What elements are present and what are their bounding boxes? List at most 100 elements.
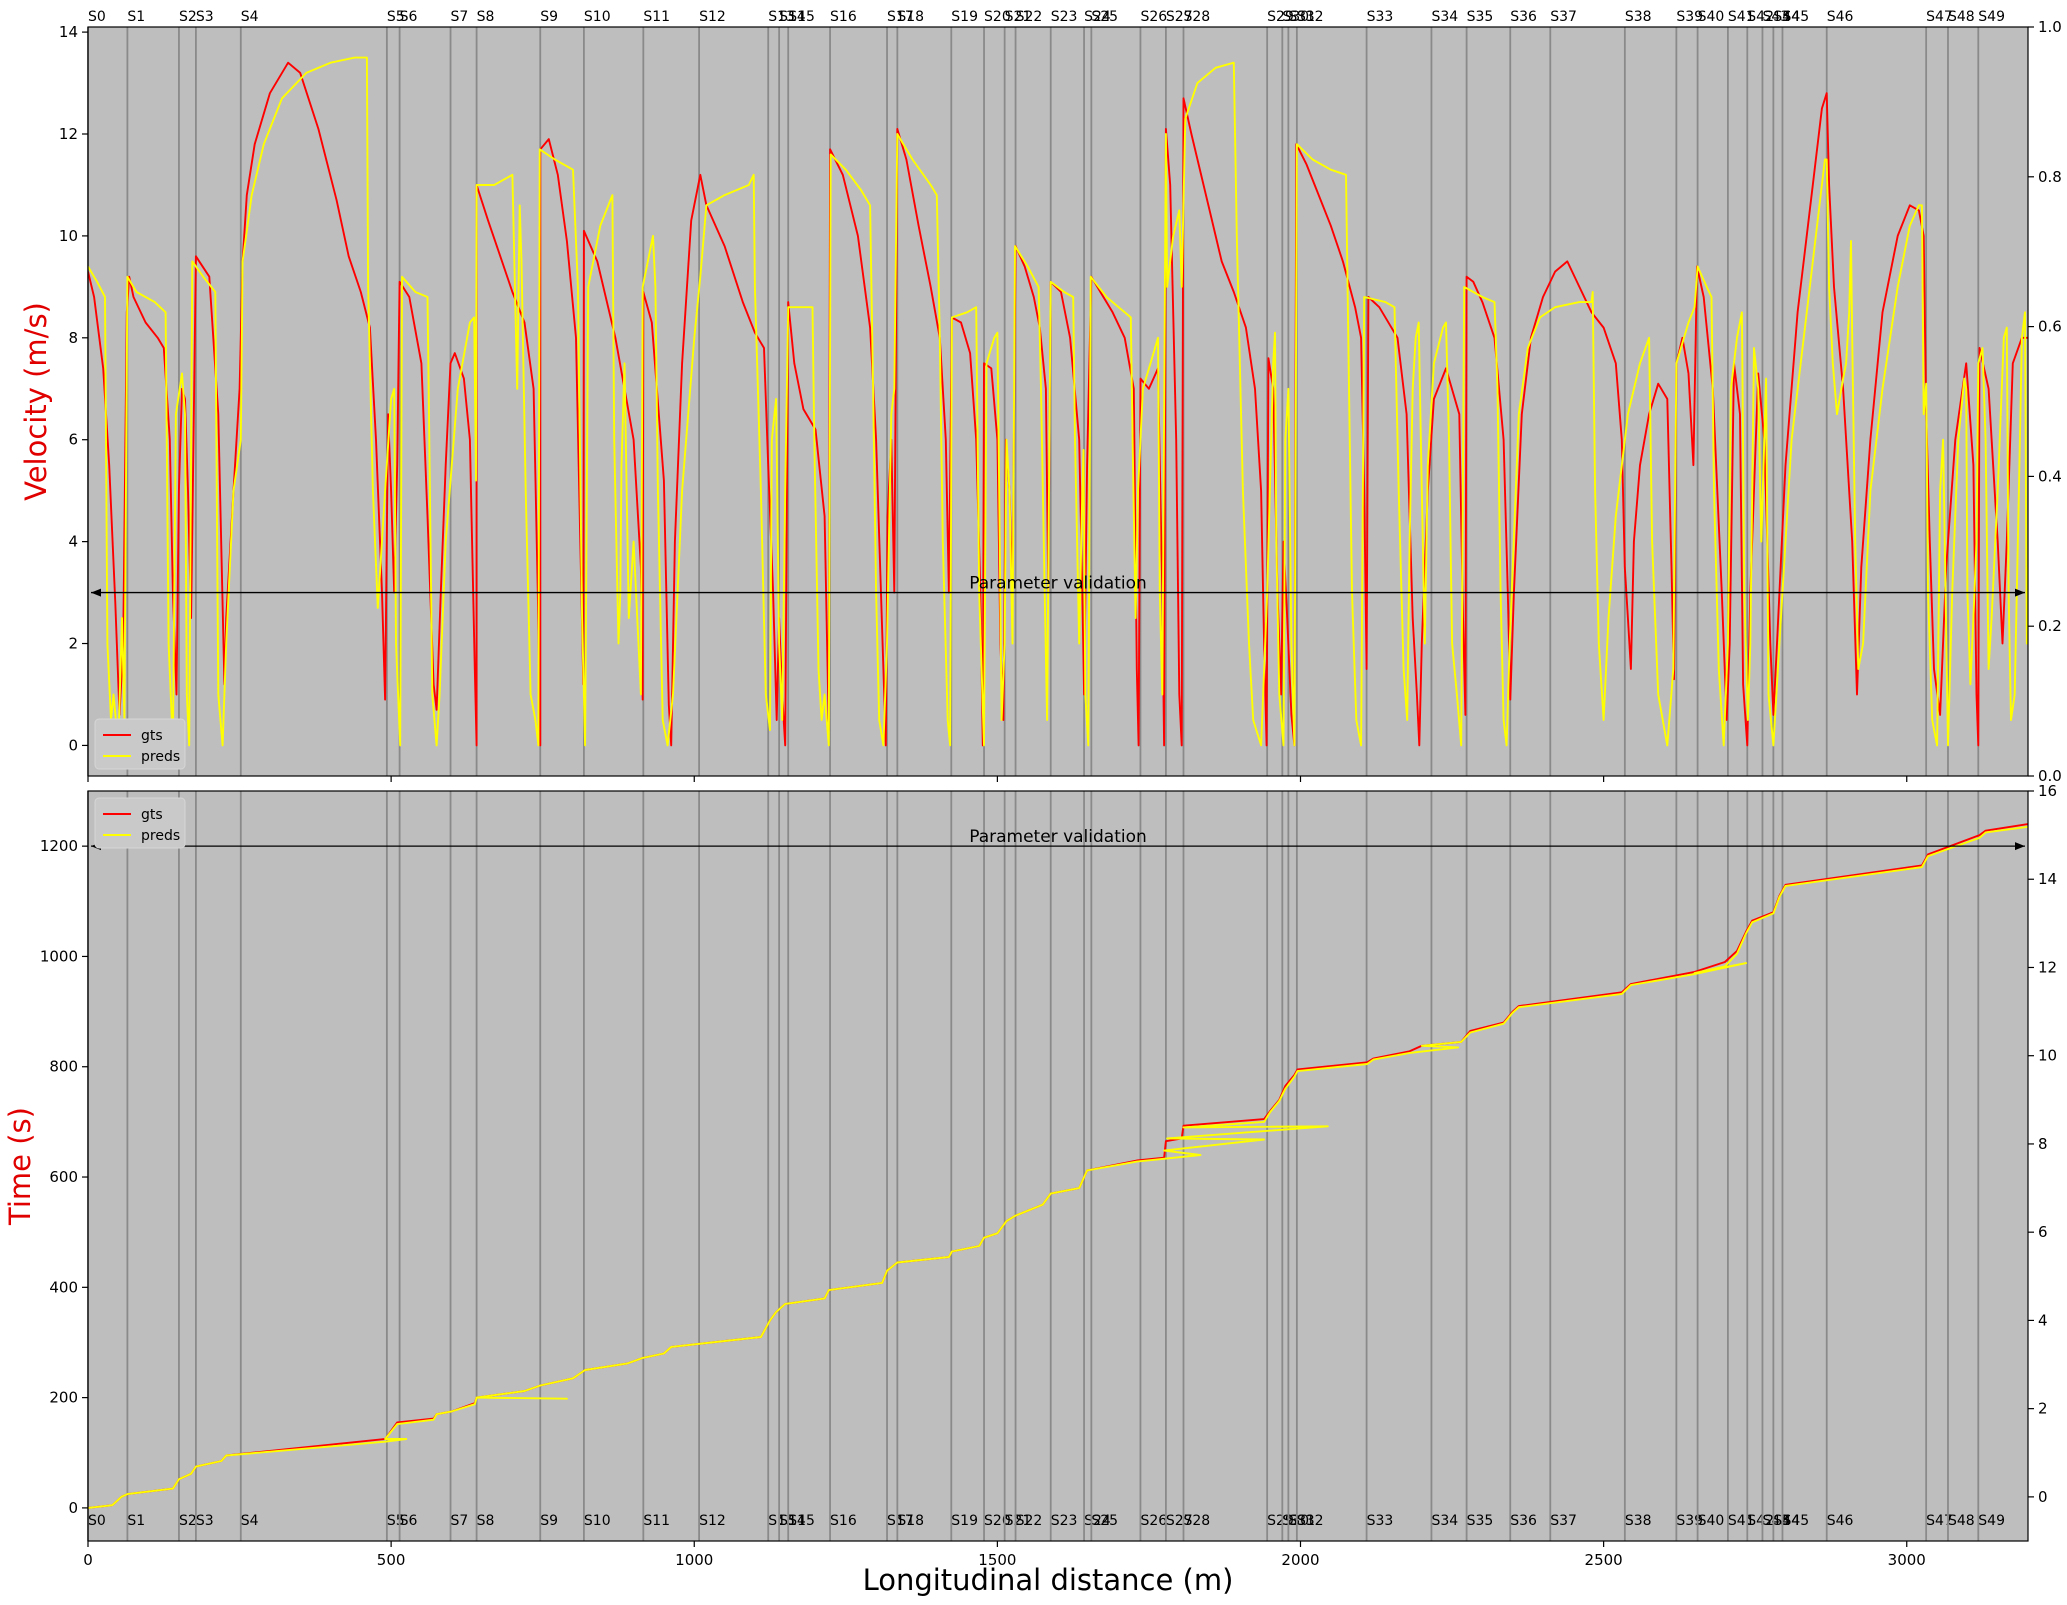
y-tick-label: 800 (49, 1058, 78, 1076)
station-label: S34 (1431, 1513, 1458, 1529)
station-label: S22 (1016, 9, 1043, 25)
station-label: S45 (1782, 1513, 1809, 1529)
station-label: S40 (1698, 9, 1725, 25)
station-label: S1 (127, 1513, 145, 1529)
y-tick-label: 14 (59, 23, 78, 41)
plot-frame (87, 26, 2029, 777)
series-preds-line (88, 56, 2028, 747)
station-label: S33 (1367, 1513, 1394, 1529)
y2-tick-label: 0.2 (2038, 617, 2062, 635)
legend: gts preds (94, 797, 186, 849)
station-label: S12 (699, 1513, 726, 1529)
station-label: S6 (400, 9, 418, 25)
station-label: S9 (540, 9, 558, 25)
y-tick-label: 6 (68, 431, 78, 449)
series-group (88, 56, 2028, 747)
x-tick-label: 1500 (978, 1551, 1016, 1569)
y-tick-label: 8 (68, 329, 78, 347)
annotation-label: Parameter validation (969, 574, 1147, 594)
station-label: S0 (88, 1513, 106, 1529)
y2-tick-label: 6 (2038, 1223, 2048, 1241)
series-preds-line (88, 825, 2028, 1509)
station-label: S8 (477, 9, 495, 25)
station-label: S32 (1297, 1513, 1324, 1529)
annotation-label: Parameter validation (969, 827, 1147, 847)
station-label: S24 (1084, 9, 1111, 25)
station-label: S17 (887, 9, 914, 25)
station-label: S16 (830, 9, 857, 25)
y-tick-label: 200 (49, 1389, 78, 1407)
plot-area (88, 791, 2028, 1541)
station-label: S46 (1827, 1513, 1854, 1529)
legend-label-preds: preds (141, 828, 180, 844)
legend: gts preds (94, 718, 186, 770)
x-axis: 0 500 1000 1500 2000 2500 3000 (83, 1541, 1926, 1569)
station-label: S3 (196, 9, 214, 25)
station-label: S11 (643, 1513, 670, 1529)
station-label: S2 (179, 9, 197, 25)
x-tick-label: 3000 (1888, 1551, 1926, 1569)
annotation-arrowhead-right (2015, 842, 2025, 851)
y-tick-label: 600 (49, 1168, 78, 1186)
station-label: S25 (1091, 1513, 1118, 1529)
station-label: S29 (1267, 1513, 1294, 1529)
station-label: S1 (127, 9, 145, 25)
y2-tick-label: 0.4 (2038, 467, 2062, 485)
station-label: S26 (1140, 1513, 1167, 1529)
station-label: S6 (400, 1513, 418, 1529)
x-tick-label: 2500 (1585, 1551, 1623, 1569)
station-label: S23 (1051, 9, 1078, 25)
y2-tick-label: 12 (2038, 958, 2057, 976)
y-tick-label: 0 (68, 1499, 78, 1517)
y-tick-label: 1000 (40, 947, 78, 965)
y2-tick-label: 2 (2038, 1400, 2048, 1418)
y-tick-label: 0 (68, 736, 78, 754)
station-label: S40 (1698, 1513, 1725, 1529)
station-label: S0 (88, 9, 106, 25)
legend-label-preds: preds (141, 749, 180, 765)
station-label: S43 (1762, 9, 1789, 25)
y2-tick-label: 0 (2038, 1488, 2048, 1506)
station-label: S10 (584, 1513, 611, 1529)
station-label: S16 (830, 1513, 857, 1529)
station-label: S12 (699, 9, 726, 25)
station-label: S21 (1005, 1513, 1032, 1529)
y-axis-left: 0 2 4 6 8 10 12 14 (59, 23, 88, 754)
y2-tick-label: 0.0 (2038, 767, 2062, 785)
station-label: S15 (788, 9, 815, 25)
station-label: S27 (1166, 1513, 1193, 1529)
station-label: S25 (1091, 9, 1118, 25)
x-axis (87, 776, 1908, 782)
station-label: S18 (897, 9, 924, 25)
y-axis-left: 0 200 400 600 800 1000 1200 (40, 837, 88, 1517)
station-label: S49 (1978, 9, 2005, 25)
station-label: S26 (1140, 9, 1167, 25)
legend-label-gts: gts (141, 807, 163, 823)
y-axis-right: 0.0 0.2 0.4 0.6 0.8 1.0 (2028, 18, 2062, 785)
station-label: S27 (1166, 9, 1193, 25)
annotation-arrowhead-left (91, 588, 101, 597)
station-label: S36 (1510, 9, 1537, 25)
station-label: S10 (584, 9, 611, 25)
station-label: S35 (1467, 1513, 1494, 1529)
station-label: S33 (1367, 9, 1394, 25)
station-label: S44 (1773, 9, 1800, 25)
station-label: S20 (984, 9, 1011, 25)
y-axis-right: 0 2 4 6 8 10 12 14 16 (2028, 782, 2057, 1506)
station-label: S37 (1550, 9, 1577, 25)
station-label: S8 (477, 1513, 495, 1529)
station-label: S28 (1183, 9, 1210, 25)
series-gts-line (88, 61, 2028, 747)
station-label: S9 (540, 1513, 558, 1529)
y2-tick-label: 0.8 (2038, 168, 2062, 186)
station-label: S22 (1016, 1513, 1043, 1529)
station-label: S11 (643, 9, 670, 25)
y2-tick-label: 4 (2038, 1311, 2048, 1329)
y-tick-label: 1200 (40, 837, 78, 855)
y-tick-label: 2 (68, 635, 78, 653)
station-label: S46 (1827, 9, 1854, 25)
station-label: S2 (179, 1513, 197, 1529)
